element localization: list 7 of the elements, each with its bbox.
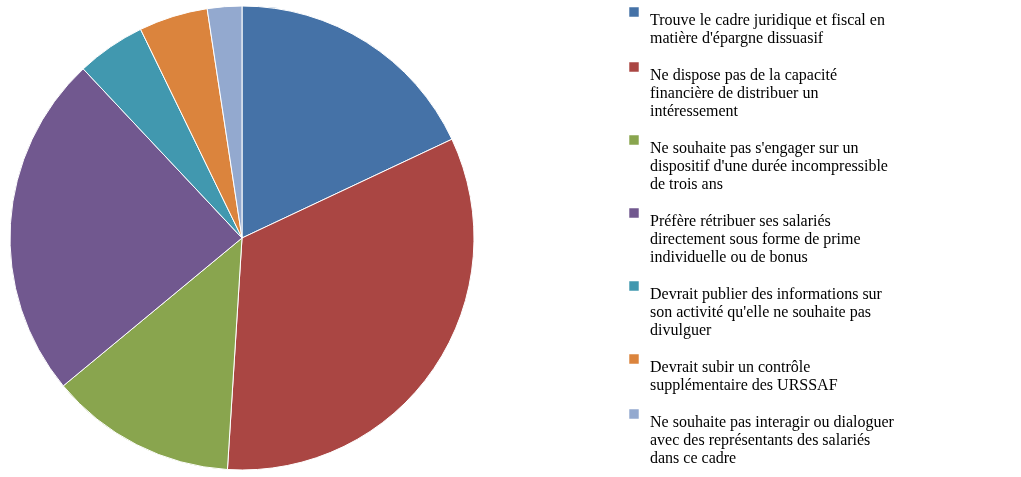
legend-label: Devrait publier des informations sur son activité qu'elle ne souhaite pas divulguer: [650, 285, 883, 339]
legend-label: Ne souhaite pas interagir ou dialoguer avec des représentants des salariés dans ce cadre: [650, 413, 895, 466]
legend-label: Trouve le cadre juridique et fiscal en matière d'épargne dissuasif: [650, 11, 885, 47]
legend-label: Préfère rétribuer ses salariés directement sous forme de prime individuelle ou de bonus: [650, 212, 861, 265]
legend-label: Ne dispose pas de la capacité financière de distribuer un intéressement: [650, 66, 838, 119]
legend-label: Ne souhaite pas s'engager sur un dispositif d'une durée incompressible de trois ans: [650, 139, 888, 192]
legend-label: Devrait subir un contrôle supplémentaire des URSSAF: [650, 358, 838, 394]
